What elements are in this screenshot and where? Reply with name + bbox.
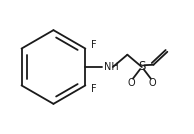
- Text: F: F: [91, 84, 97, 94]
- Text: NH: NH: [104, 62, 119, 72]
- Text: O: O: [149, 78, 156, 88]
- Text: S: S: [138, 60, 146, 74]
- Text: F: F: [91, 40, 97, 50]
- Text: O: O: [127, 78, 135, 88]
